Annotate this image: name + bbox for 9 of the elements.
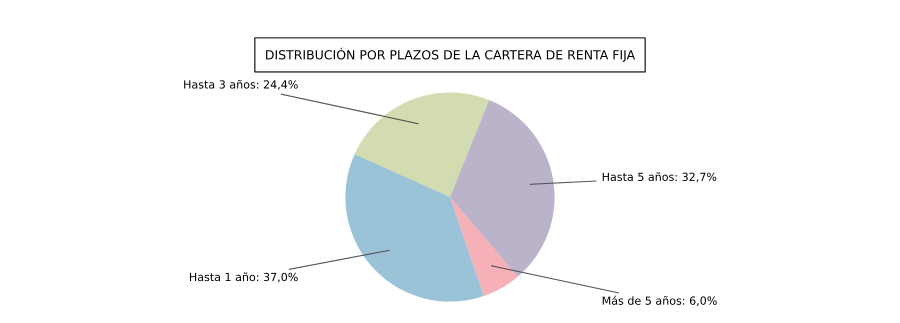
pie-slice (450, 100, 555, 277)
pie-slice (354, 92, 490, 198)
pie-slice (345, 154, 484, 302)
slice-label: Hasta 1 año: 37,0% (190, 272, 298, 282)
slice-label: Más de 5 años: 6,0% (602, 296, 717, 306)
slice-label: Hasta 3 años: 24,4% (184, 80, 298, 90)
slice-label: Hasta 5 años: 32,7% (602, 172, 716, 182)
pie-slice (450, 197, 518, 296)
chart-title: DISTRIBUCIÓN POR PLAZOS DE LA CARTERA DE RENTA FIJA (266, 48, 636, 62)
